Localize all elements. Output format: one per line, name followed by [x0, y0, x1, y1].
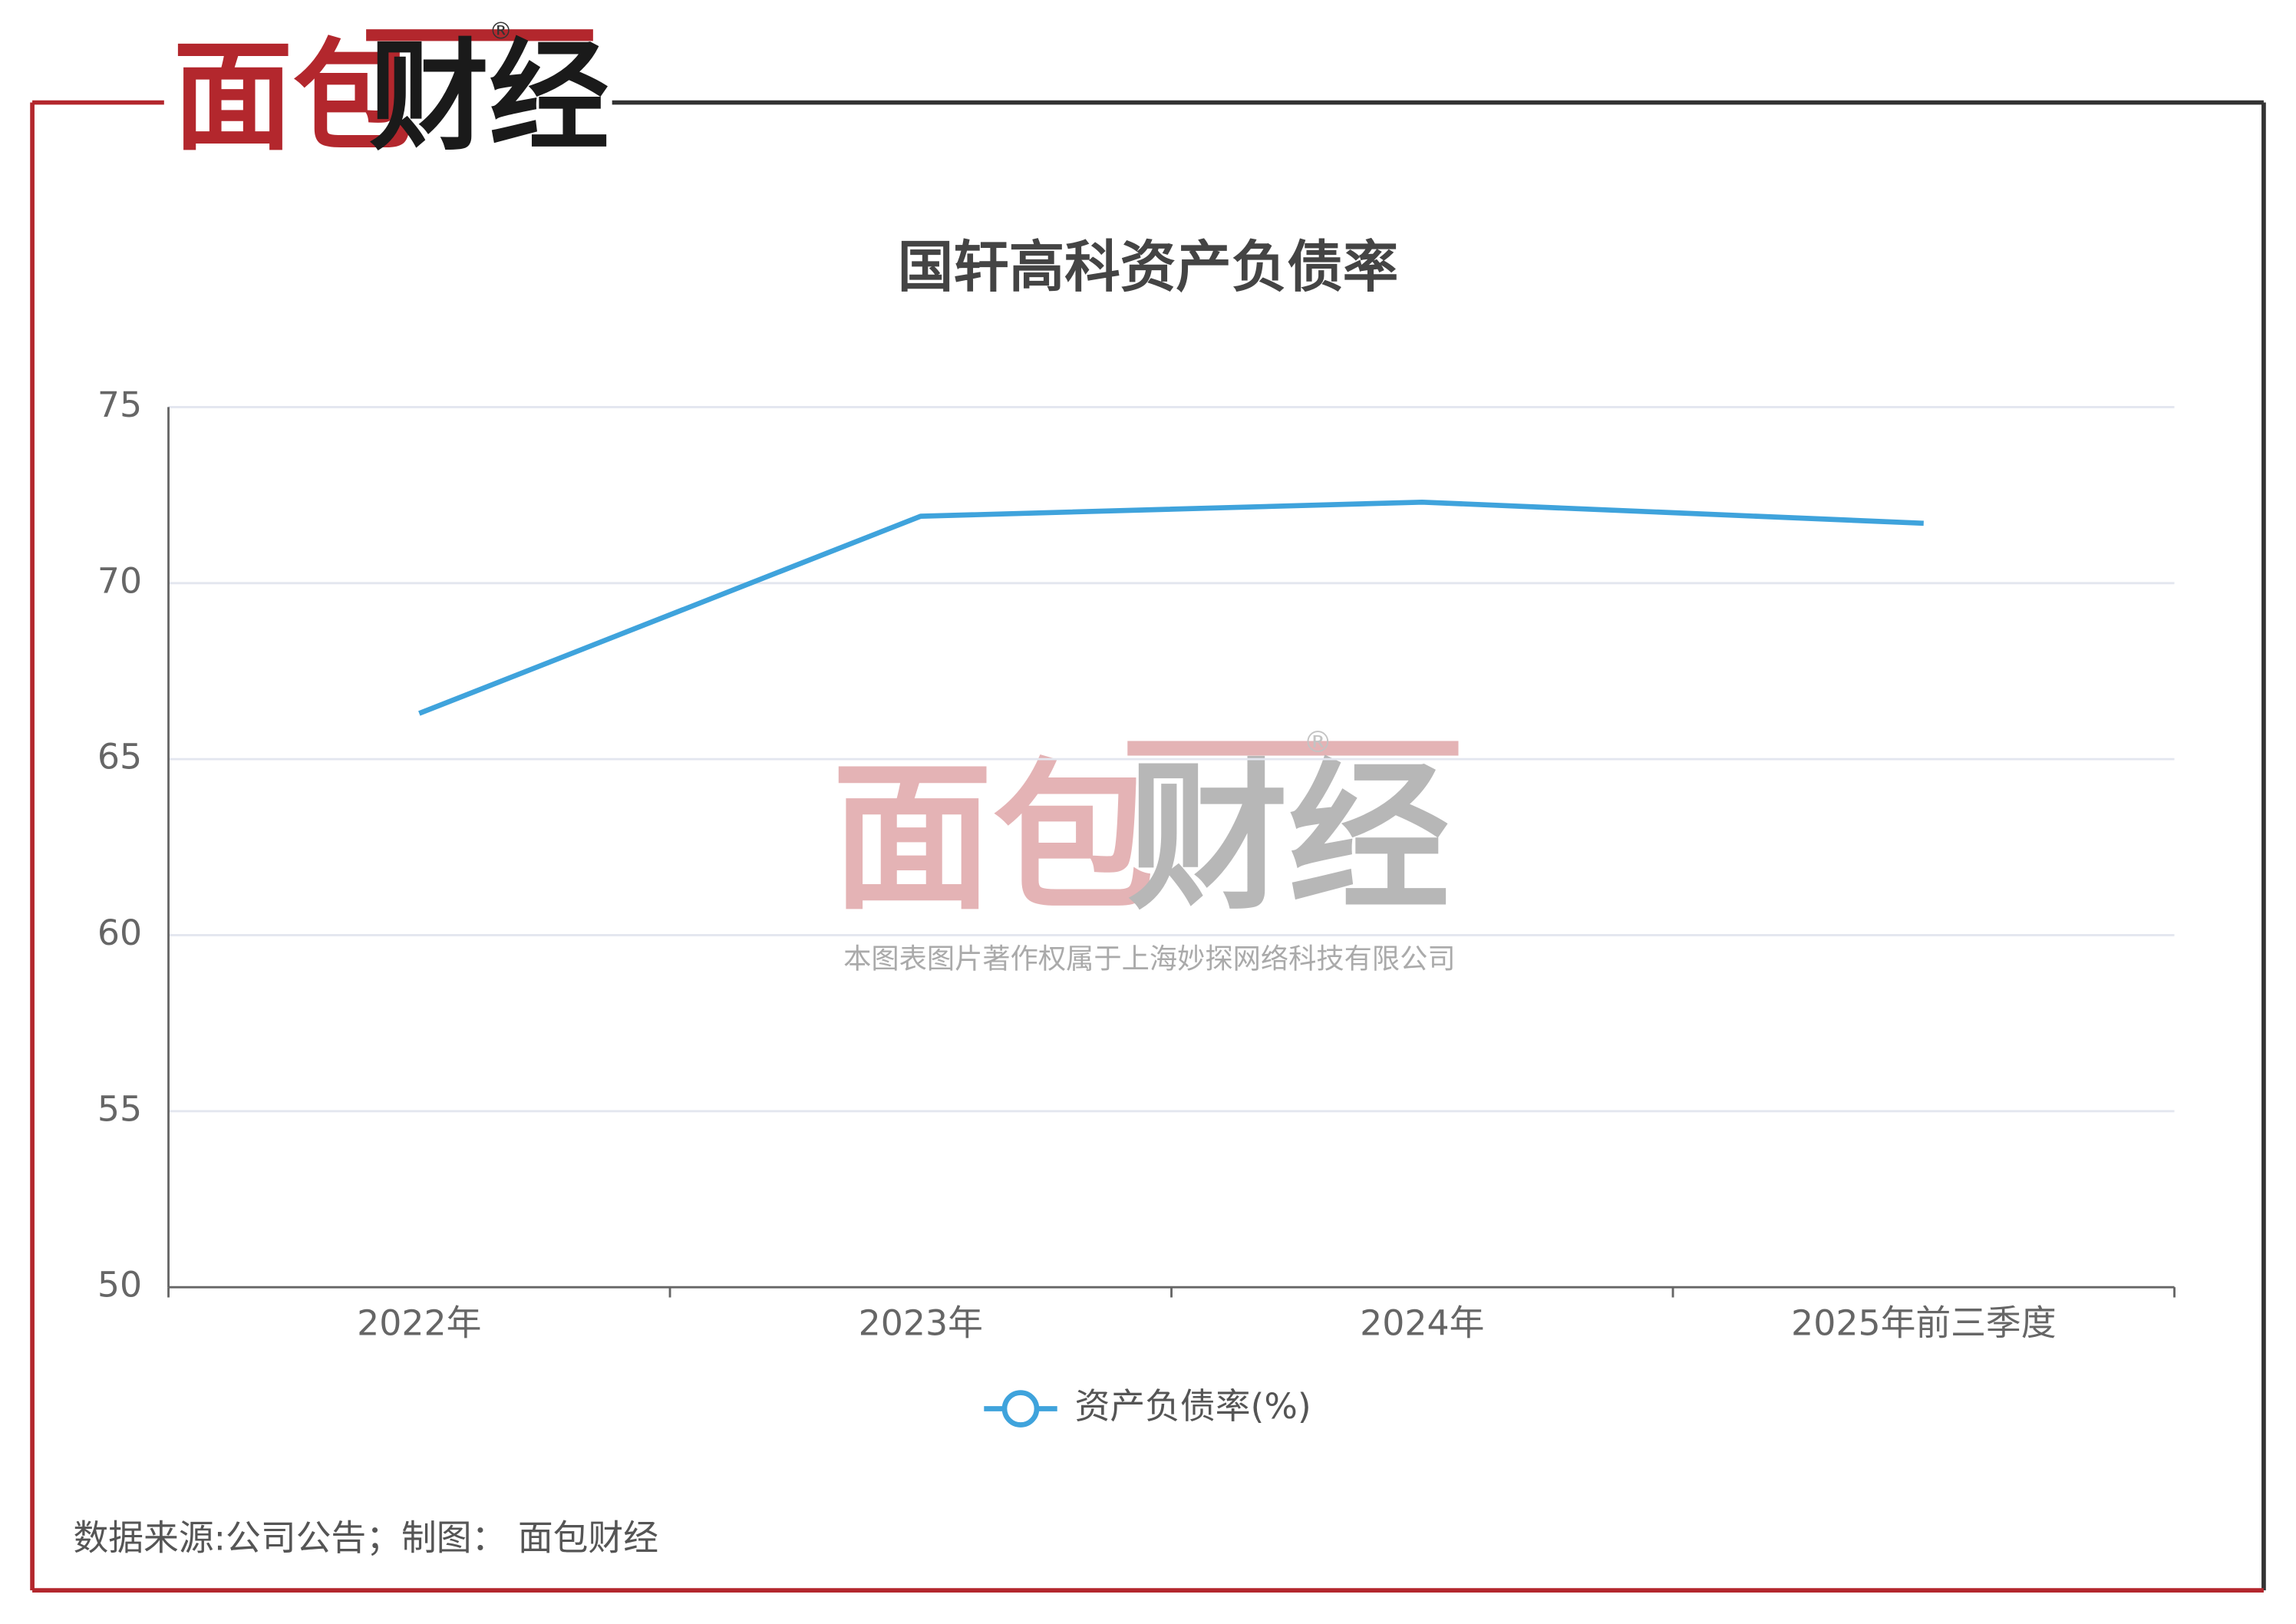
watermark-mark: ®: [1303, 725, 1332, 759]
watermark-text: 本图表图片著作权属于上海妙探网络科技有限公司: [843, 942, 1456, 975]
watermark-bar: [1127, 741, 1459, 756]
x-tick-label: 2023年: [859, 1302, 983, 1343]
source-note: 数据来源:公司公告；制图： 面包财经: [74, 1517, 658, 1559]
y-tick-label: 50: [97, 1264, 142, 1305]
watermark-logo: 面包: [832, 744, 1154, 932]
y-tick-label: 55: [97, 1088, 142, 1129]
logo: 财经: [369, 27, 609, 167]
legend-swatch: [1001, 1390, 1040, 1428]
watermark: 面包 财经 ®: [832, 725, 1459, 932]
data-line: [418, 499, 1924, 716]
logo-mark: ®: [489, 18, 513, 45]
y-tick-label: 60: [97, 912, 142, 953]
y-tick-label: 75: [97, 384, 142, 425]
x-tick-label: 2024年: [1360, 1302, 1484, 1343]
y-tick-label: 65: [97, 736, 142, 777]
chart-title: 国轩高科资产负债率: [898, 236, 1399, 300]
logo: 面包: [173, 27, 413, 167]
watermark-logo: 财经: [1127, 744, 1450, 932]
x-tick-label: 2025年前三季度: [1791, 1302, 2056, 1343]
x-tick-label: 2022年: [357, 1302, 481, 1343]
legend-label: 资产负债率(%): [1075, 1385, 1311, 1427]
y-tick-label: 70: [97, 559, 142, 601]
logo-bar: [366, 29, 593, 41]
